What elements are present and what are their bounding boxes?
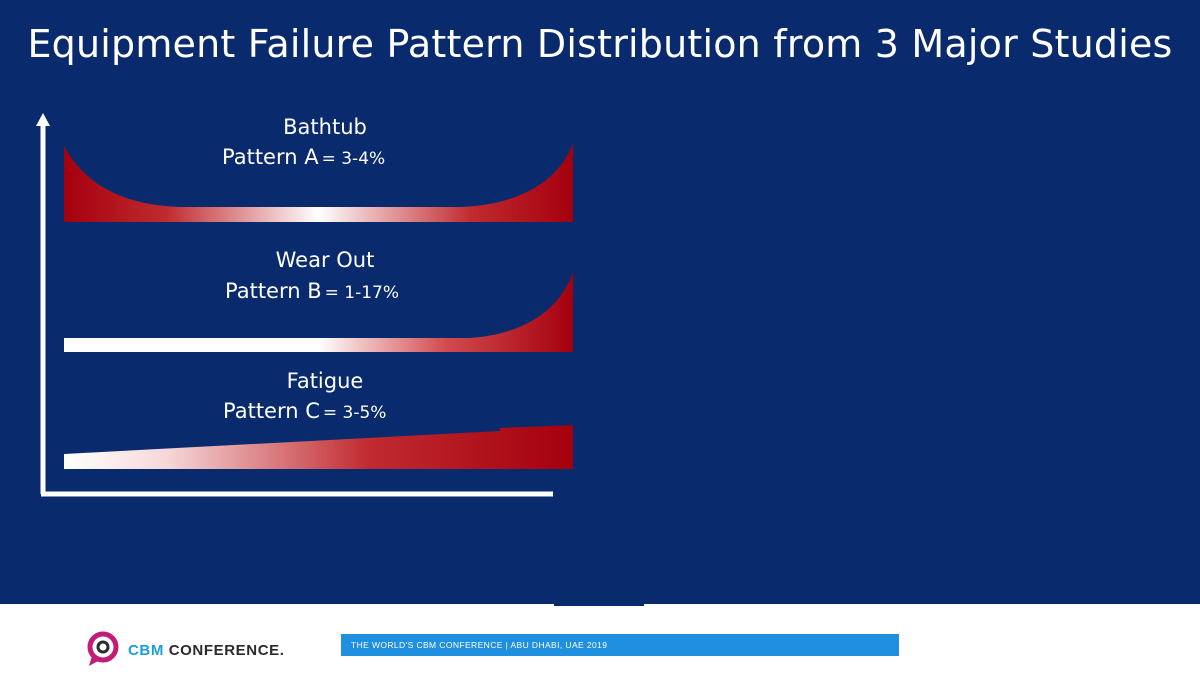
brand-cbm: CBM (128, 642, 164, 659)
pattern-b-label: Pattern B (225, 279, 322, 303)
pattern-b-group: Wear Out Pattern B = 1-17% (64, 248, 573, 352)
pattern-c-name: Fatigue (287, 369, 364, 393)
y-axis-arrow-icon (36, 113, 50, 126)
pattern-b-curve (64, 272, 573, 352)
pattern-b-value: = 1-17% (325, 283, 399, 303)
pattern-a-label: Pattern A (222, 145, 319, 169)
pattern-c-value: = 3-5% (323, 403, 387, 423)
pattern-c-group: Fatigue Pattern C = 3-5% (64, 369, 573, 469)
divider (554, 604, 644, 606)
pattern-a-curve (64, 143, 573, 222)
conference-banner: THE WORLD'S CBM CONFERENCE | ABU DHABI, … (341, 634, 899, 656)
speech-bubble-logo-icon (87, 631, 119, 666)
axes (36, 113, 553, 497)
pattern-a-value: = 3-4% (322, 149, 386, 169)
footer: CBM CONFERENCE. THE WORLD'S CBM CONFEREN… (0, 604, 1200, 674)
pattern-b-name: Wear Out (276, 248, 375, 272)
pattern-a-group: Bathtub Pattern A = 3-4% (64, 115, 573, 222)
pattern-a-name: Bathtub (283, 115, 367, 139)
brand-conference: CONFERENCE. (163, 642, 285, 659)
pattern-c-heading: Pattern C = 3-5% (223, 399, 386, 423)
brand-name: CBM CONFERENCE. (128, 642, 285, 659)
pattern-b-heading: Pattern B = 1-17% (225, 279, 399, 303)
pattern-c-curve (64, 425, 573, 469)
pattern-c-label: Pattern C (223, 399, 320, 423)
slide: Equipment Failure Pattern Distribution f… (0, 0, 1200, 604)
slide-title: Equipment Failure Pattern Distribution f… (27, 22, 1173, 66)
pattern-a-heading: Pattern A = 3-4% (222, 145, 385, 169)
failure-pattern-diagram: Bathtub Pattern A = 3-4% Wear Out Pattern… (36, 113, 573, 497)
